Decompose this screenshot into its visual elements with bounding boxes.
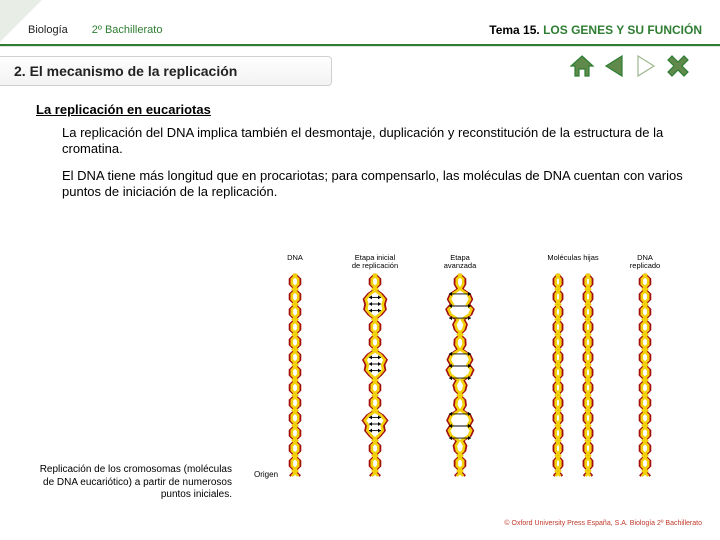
next-icon[interactable]	[632, 52, 660, 80]
figure-caption: Replicación de los cromosomas (moléculas…	[36, 464, 232, 502]
paragraph: La replicación del DNA implica también e…	[62, 125, 692, 158]
svg-text:DNA: DNA	[287, 253, 303, 262]
svg-text:avanzada: avanzada	[444, 261, 477, 270]
home-icon[interactable]	[568, 52, 596, 80]
paragraph: El DNA tiene más longitud que en procari…	[62, 168, 692, 201]
subject-label: Biología	[28, 24, 68, 36]
topic-prefix: Tema 15.	[489, 23, 543, 37]
content-subtitle: La replicación en eucariotas	[36, 102, 692, 117]
svg-text:replicado: replicado	[630, 261, 660, 270]
header-rule	[0, 44, 720, 46]
close-icon[interactable]	[664, 52, 692, 80]
topic-main: LOS GENES Y SU FUNCIÓN	[543, 23, 702, 37]
topic-label: Tema 15. LOS GENES Y SU FUNCIÓN	[489, 23, 702, 37]
svg-text:Moléculas hijas: Moléculas hijas	[547, 253, 599, 262]
figure: Replicación de los cromosomas (moléculas…	[0, 252, 720, 540]
attribution: © Oxford University Press España, S.A. B…	[504, 520, 702, 528]
level-label: 2º Bachillerato	[92, 24, 163, 36]
content: La replicación en eucariotas La replicac…	[36, 102, 692, 210]
dna-diagram: DNAEtapa inicialde replicaciónEtapaavanz…	[258, 252, 688, 482]
header: Biología 2º Bachillerato Tema 15. LOS GE…	[0, 18, 720, 42]
nav-controls	[568, 52, 692, 80]
svg-text:de replicación: de replicación	[352, 261, 398, 270]
prev-icon[interactable]	[600, 52, 628, 80]
section-title: 2. El mecanismo de la replicación	[0, 56, 332, 86]
